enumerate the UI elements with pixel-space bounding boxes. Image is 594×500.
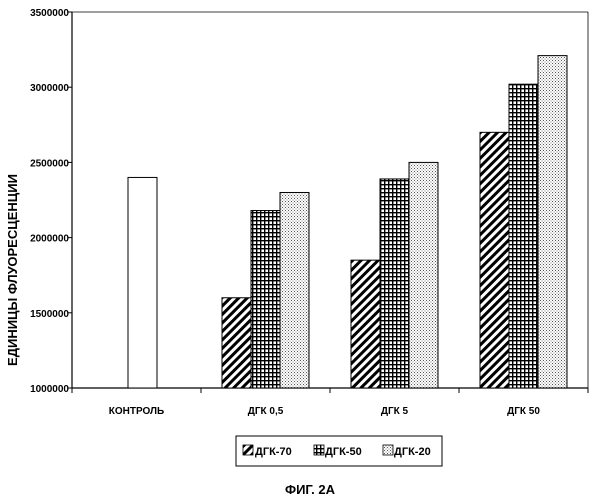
legend-swatch-dgk20 <box>383 445 393 455</box>
bar-дгк20 <box>538 56 567 388</box>
category-label: ДГК 5 <box>381 406 409 417</box>
y-tick-label: 1500000 <box>30 309 69 320</box>
legend-swatch-dgk70 <box>243 445 253 455</box>
y-tick-label: 1000000 <box>30 384 69 395</box>
bar-дгк20 <box>280 192 309 388</box>
legend-label-dgk20: ДГК-20 <box>394 446 431 458</box>
bar-control <box>128 177 157 388</box>
y-tick-label: 2500000 <box>30 158 69 169</box>
category-label: ДГК 0,5 <box>248 406 284 417</box>
legend-swatch-dgk50 <box>314 445 324 455</box>
bar-дгк50 <box>380 179 409 388</box>
figure-caption: ФИГ. 2А <box>285 482 336 497</box>
y-tick-label: 3000000 <box>30 83 69 94</box>
bar-дгк70 <box>351 260 380 388</box>
y-axis-title: ЕДИНИЦЫ ФЛУОРЕСЦЕНЦИИ <box>5 174 20 366</box>
y-tick-label: 2000000 <box>30 234 69 245</box>
bar-дгк70 <box>480 132 509 388</box>
legend-label-dgk70: ДГК-70 <box>255 446 292 458</box>
bar-дгк20 <box>409 162 438 388</box>
bar-дгк50 <box>509 84 538 388</box>
category-label: ДГК 50 <box>507 406 540 417</box>
category-label: КОНТРОЛЬ <box>109 406 164 417</box>
legend-label-dgk50: ДГК-50 <box>325 446 362 458</box>
bar-дгк70 <box>222 298 251 388</box>
y-tick-label: 3500000 <box>30 8 69 19</box>
bar-дгк50 <box>251 211 280 388</box>
